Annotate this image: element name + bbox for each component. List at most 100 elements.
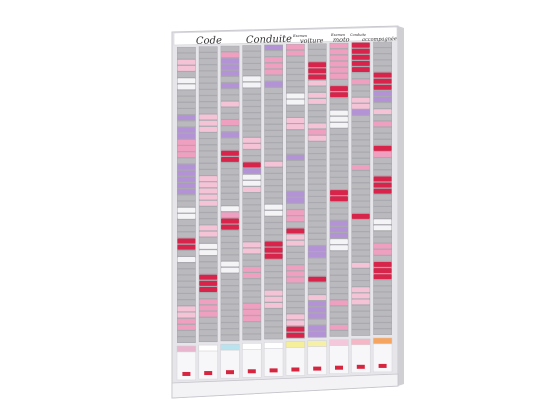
slot-card xyxy=(242,266,261,272)
slot-card xyxy=(351,42,370,48)
slot-card xyxy=(177,226,196,232)
slot-card xyxy=(330,92,348,98)
slot-card xyxy=(308,80,327,86)
slot-card xyxy=(351,311,370,317)
slot-card xyxy=(264,216,283,222)
slot-card xyxy=(330,49,348,55)
slot-card xyxy=(351,140,370,146)
slot-card xyxy=(286,99,305,105)
slot-card xyxy=(264,149,283,155)
slot-card xyxy=(373,42,392,47)
slot-card xyxy=(242,211,261,217)
slot-card xyxy=(221,64,239,70)
slot-card xyxy=(264,51,283,57)
slot-card xyxy=(264,259,283,265)
slot-card xyxy=(330,171,348,177)
slot-card xyxy=(264,253,283,259)
slot-card xyxy=(373,133,392,139)
slot-card xyxy=(199,262,218,268)
slot-card xyxy=(177,121,196,127)
slot-card xyxy=(177,281,196,287)
slot-card xyxy=(308,86,327,92)
slot-card xyxy=(330,135,348,141)
slot-card xyxy=(177,324,196,330)
slot-card xyxy=(221,224,239,230)
slot-card xyxy=(308,160,327,166)
slot-column xyxy=(264,44,283,340)
slot-card xyxy=(330,275,348,281)
header-small-exam-1: Examen xyxy=(292,34,308,38)
brand-logo-mark xyxy=(313,366,322,371)
slot-card xyxy=(308,221,327,227)
slot-card xyxy=(264,309,283,315)
slot-card xyxy=(199,237,218,243)
slot-card xyxy=(330,43,348,49)
slot-card xyxy=(177,213,196,219)
slot-card xyxy=(308,282,327,288)
slot-card xyxy=(199,336,218,342)
slot-card xyxy=(286,179,305,185)
bottom-card xyxy=(285,341,306,376)
slot-card xyxy=(373,323,392,329)
slot-card xyxy=(242,162,261,168)
slot-card xyxy=(373,78,392,84)
slot-card xyxy=(373,176,392,182)
bottom-card-tab xyxy=(220,343,240,351)
slot-card xyxy=(242,168,261,174)
slot-columns xyxy=(177,41,392,343)
slot-card xyxy=(242,328,261,334)
slot-card xyxy=(351,177,370,183)
slot-card xyxy=(330,116,348,122)
slot-card xyxy=(373,54,392,60)
slot-card xyxy=(286,154,305,160)
slot-card xyxy=(373,255,392,261)
slot-card xyxy=(221,230,239,236)
slot-card xyxy=(286,228,305,234)
slot-card xyxy=(264,315,283,321)
bottom-card-tab xyxy=(329,339,349,346)
slot-card xyxy=(351,91,370,97)
slot-card xyxy=(286,111,305,117)
slot-card xyxy=(177,78,196,84)
slot-card xyxy=(330,330,348,336)
slot-card xyxy=(199,305,218,311)
slot-card xyxy=(286,173,305,179)
slot-card xyxy=(264,167,283,173)
slot-card xyxy=(242,57,261,63)
slot-card xyxy=(286,160,305,166)
slot-card xyxy=(286,81,305,87)
slot-card xyxy=(221,243,239,249)
slot-card xyxy=(264,81,283,87)
slot-card xyxy=(286,308,305,314)
slot-card xyxy=(286,240,305,246)
slot-card xyxy=(199,145,218,151)
column-background xyxy=(307,43,327,338)
slot-card xyxy=(199,157,218,163)
slot-card xyxy=(308,141,327,147)
slot-card xyxy=(351,116,370,121)
bottom-card-row xyxy=(176,337,393,381)
column-background xyxy=(329,42,349,337)
brand-logo-mark xyxy=(356,364,365,369)
slot-card xyxy=(264,100,283,106)
slot-card xyxy=(286,314,305,320)
slot-card xyxy=(330,226,348,232)
column-background xyxy=(286,44,305,339)
slot-card xyxy=(264,94,283,100)
slot-card xyxy=(286,68,305,74)
slot-card xyxy=(330,239,348,245)
slot-card xyxy=(330,122,348,128)
slot-card xyxy=(373,249,392,255)
slot-card xyxy=(286,185,305,191)
slot-card xyxy=(242,45,261,51)
slot-card xyxy=(286,197,305,203)
slot-card xyxy=(199,151,218,157)
slot-card xyxy=(177,170,196,176)
header-strip xyxy=(173,26,398,46)
slot-card xyxy=(177,257,196,262)
slot-card xyxy=(373,158,392,164)
slot-card xyxy=(308,166,327,172)
slot-card xyxy=(221,236,239,242)
slot-card xyxy=(308,209,327,215)
header-label-conduite: Conduite xyxy=(246,34,292,46)
